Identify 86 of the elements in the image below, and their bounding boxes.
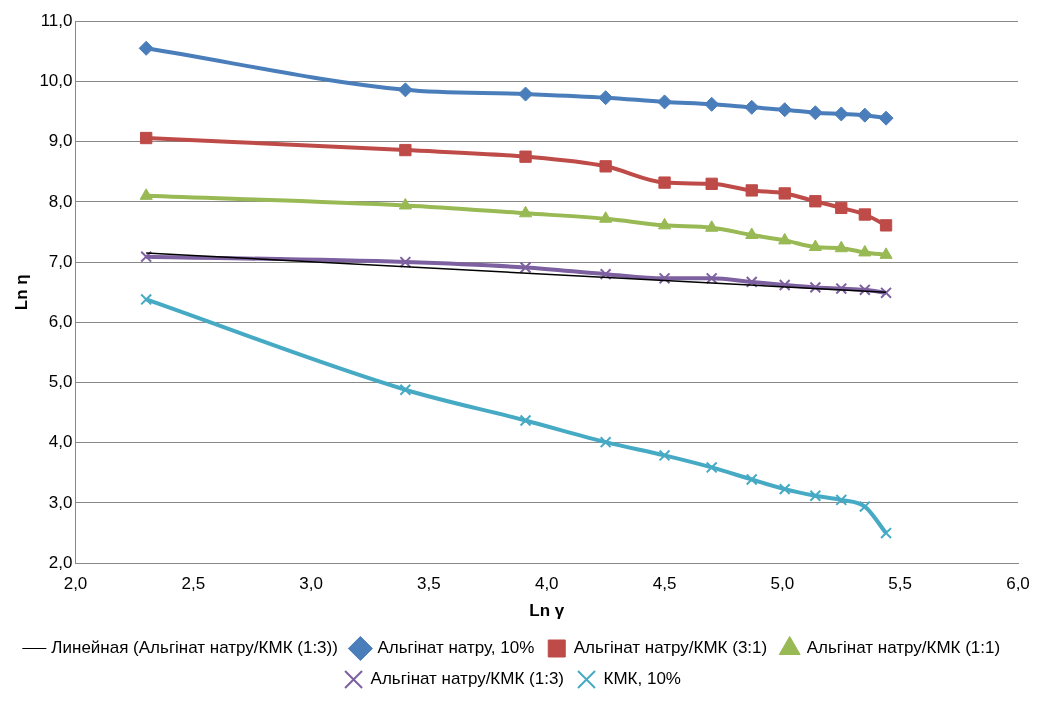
point xyxy=(879,219,893,232)
point xyxy=(658,176,671,189)
point xyxy=(809,195,822,208)
x-tick-label: 3,0 xyxy=(299,574,323,594)
point xyxy=(518,86,534,102)
point xyxy=(599,211,613,223)
legend-label: КМК, 10% xyxy=(603,669,681,689)
point xyxy=(399,383,412,396)
point xyxy=(658,272,671,285)
x-tick-label: 6,0 xyxy=(1006,574,1030,594)
y-tick-label: 10,0 xyxy=(39,71,73,91)
point xyxy=(834,240,848,253)
point xyxy=(658,217,672,230)
y-tick-label: 11,0 xyxy=(40,10,73,30)
point xyxy=(808,239,822,252)
point xyxy=(519,414,532,427)
point xyxy=(745,184,758,197)
point xyxy=(778,187,791,200)
point xyxy=(519,261,532,274)
point xyxy=(858,500,871,513)
legend-label: Альгінат натру/КМК (1:1) xyxy=(806,638,1001,658)
point xyxy=(397,82,413,98)
point xyxy=(809,281,822,294)
x-tick-label: 4,0 xyxy=(534,574,559,594)
point xyxy=(807,105,823,121)
legend-label: Альгінат натру/КМК (3:1) xyxy=(573,638,768,658)
point xyxy=(835,494,848,506)
point xyxy=(835,201,848,215)
point xyxy=(705,177,718,190)
point xyxy=(745,276,758,288)
x-tick-label: 2,5 xyxy=(181,574,206,594)
point xyxy=(705,220,719,232)
y-axis-title: Ln η xyxy=(11,274,31,311)
y-tick-label: 9,0 xyxy=(48,131,73,151)
point xyxy=(140,131,153,145)
point xyxy=(880,527,892,540)
point xyxy=(833,106,849,122)
x-tick-label: 4,5 xyxy=(652,574,677,594)
y-tick-label: 7,0 xyxy=(48,251,73,271)
point xyxy=(778,279,791,291)
point xyxy=(880,286,892,299)
point xyxy=(878,110,894,126)
x-tick-label: 3,5 xyxy=(417,574,441,594)
x-tick-label: 5,5 xyxy=(888,574,913,594)
point xyxy=(658,449,671,462)
point xyxy=(704,96,720,112)
x-tick-label: 2,0 xyxy=(63,574,88,594)
point xyxy=(398,197,412,210)
point xyxy=(857,107,873,123)
point xyxy=(745,227,759,239)
point xyxy=(399,143,412,157)
point xyxy=(858,244,872,257)
y-tick-label: 8,0 xyxy=(48,191,73,211)
y-tick-label: 4,0 xyxy=(48,432,73,452)
point xyxy=(745,473,758,486)
point xyxy=(140,293,153,306)
point xyxy=(744,99,760,115)
point xyxy=(139,188,153,200)
y-tick-label: 2,0 xyxy=(48,552,73,572)
x-tick-label: 5,0 xyxy=(770,574,795,594)
point xyxy=(599,268,612,281)
point xyxy=(879,247,893,259)
point xyxy=(777,102,793,118)
point xyxy=(778,232,792,245)
y-tick-label: 3,0 xyxy=(48,492,73,512)
x-axis-title: Ln γ xyxy=(529,601,565,621)
point xyxy=(140,250,153,263)
point xyxy=(835,282,848,295)
point xyxy=(599,436,612,449)
point xyxy=(657,94,673,110)
point xyxy=(599,160,612,173)
legend-label: Альгінат натру/КМК (1:3) xyxy=(370,669,565,689)
point xyxy=(138,40,154,56)
point xyxy=(705,461,718,474)
point xyxy=(778,483,791,496)
point xyxy=(519,150,532,163)
legend-label: Альгінат натру, 10% xyxy=(377,638,535,658)
point xyxy=(809,489,822,502)
y-tick-label: 5,0 xyxy=(48,372,73,392)
y-tick-label: 6,0 xyxy=(48,312,73,331)
point xyxy=(705,272,718,285)
point xyxy=(858,208,871,221)
point xyxy=(518,205,533,218)
legend-label: Линейная (Альгінат натру/КМК (1:3)) xyxy=(51,638,338,658)
point xyxy=(399,256,412,269)
point xyxy=(858,283,871,296)
